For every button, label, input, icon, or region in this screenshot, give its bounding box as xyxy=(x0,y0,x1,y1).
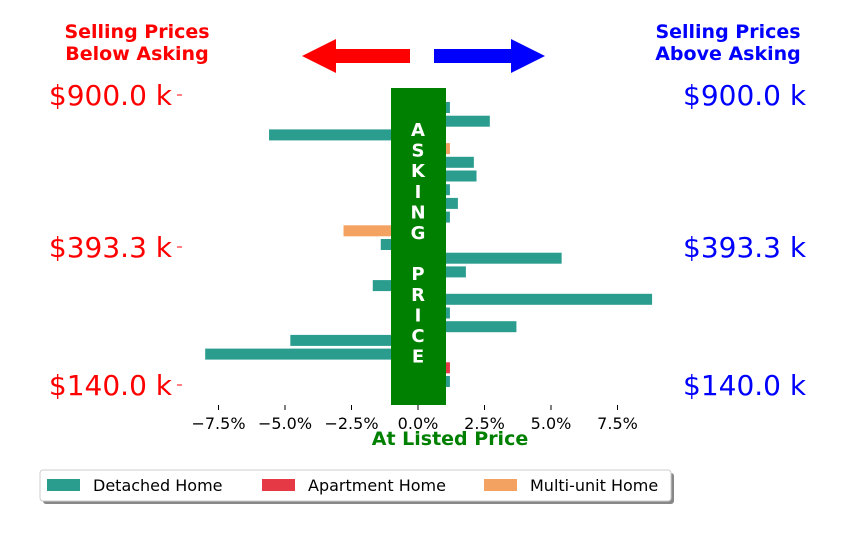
legend-label-detached: Detached Home xyxy=(93,476,223,495)
band-letter-5: G xyxy=(411,223,426,244)
band-letter-8: R xyxy=(411,285,425,306)
bar-10 xyxy=(343,225,418,237)
band-letter-3: I xyxy=(415,182,422,203)
bar-17 xyxy=(418,321,517,333)
band-letter-4: N xyxy=(410,202,425,223)
asking-price-band xyxy=(391,88,446,405)
above-asking-header-line1: Selling Prices xyxy=(655,21,800,43)
arrow-right-icon xyxy=(434,39,545,73)
x-tick-label-6: 7.5% xyxy=(597,414,638,433)
price-label-top-left: $900.0 k xyxy=(49,79,173,112)
bar-2 xyxy=(418,115,490,127)
bar-3 xyxy=(269,129,418,141)
below-asking-header-line1: Selling Prices xyxy=(64,21,209,43)
x-tick-label-5: 5.0% xyxy=(531,414,572,433)
band-letter-2: K xyxy=(411,161,426,182)
bar-19 xyxy=(205,348,418,360)
band-letter-1: S xyxy=(412,141,425,162)
legend-swatch-multiunit xyxy=(484,479,517,491)
legend-label-apartment: Apartment Home xyxy=(308,476,446,495)
price-label-top-right: $900.0 k xyxy=(683,79,807,112)
x-tick-label-3: 0.0% xyxy=(398,414,439,433)
bar-18 xyxy=(290,334,418,346)
x-tick-label-0: −7.5% xyxy=(191,414,245,433)
band-letter-7: P xyxy=(411,264,424,285)
price-label-bottom-left: $140.0 k xyxy=(49,369,173,402)
legend-swatch-apartment xyxy=(262,479,295,491)
price-label-mid-left: $393.3 k xyxy=(49,231,173,264)
band-letter-0: A xyxy=(411,120,425,141)
x-tick-label-4: 2.5% xyxy=(464,414,505,433)
price-label-mid-right: $393.3 k xyxy=(683,231,807,264)
arrow-left-icon xyxy=(302,39,410,73)
band-letter-10: C xyxy=(411,326,424,347)
bar-6 xyxy=(418,170,477,182)
bar-12 xyxy=(418,252,562,264)
legend-frame xyxy=(39,469,672,502)
bar-15 xyxy=(418,293,653,305)
band-letter-11: E xyxy=(412,347,424,368)
x-tick-label-2: −2.5% xyxy=(324,414,378,433)
x-axis-ticks: −7.5% −5.0% −2.5% 0.0% 2.5% 5.0% 7.5% xyxy=(191,405,638,433)
legend-swatch-detached xyxy=(47,479,80,491)
x-axis-label: At Listed Price xyxy=(372,428,528,450)
above-asking-header-line2: Above Asking xyxy=(655,43,801,65)
price-label-bottom-right: $140.0 k xyxy=(683,369,807,402)
band-letter-9: I xyxy=(415,305,422,326)
x-tick-label-1: −5.0% xyxy=(258,414,312,433)
legend-label-multiunit: Multi-unit Home xyxy=(530,476,658,495)
below-asking-header-line2: Below Asking xyxy=(65,43,208,65)
legend: Detached Home Apartment Home Multi-unit … xyxy=(39,469,674,504)
